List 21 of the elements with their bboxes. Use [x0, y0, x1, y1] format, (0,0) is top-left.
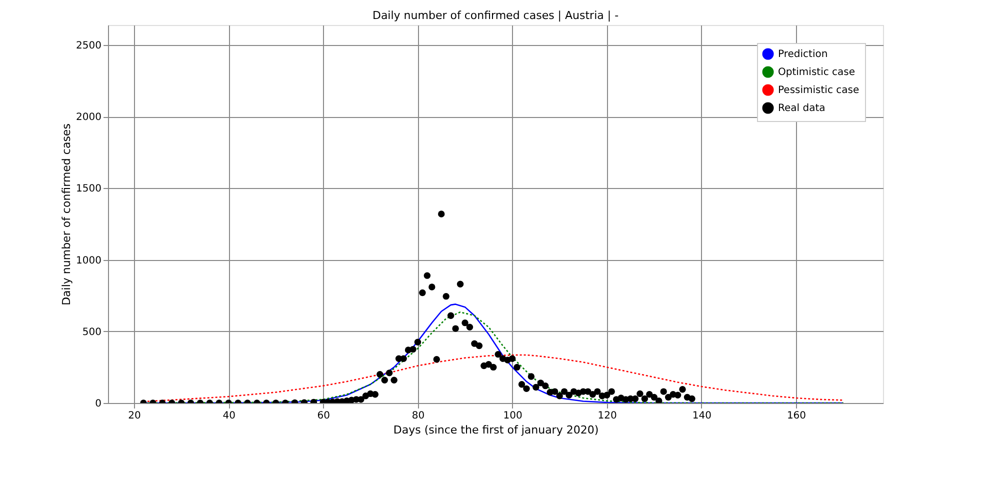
x-tick-label: 20	[128, 410, 141, 422]
x-tick-label: 120	[598, 410, 617, 422]
y-tick-label: 2000	[76, 112, 102, 124]
y-tick-label: 500	[82, 326, 102, 338]
x-tick-label: 80	[412, 410, 425, 422]
y-axis-title: Daily number of confirmed cases	[60, 123, 74, 306]
x-tick-label: 60	[317, 410, 330, 422]
x-tick-label: 140	[692, 410, 712, 422]
legend-label: Pessimistic case	[778, 85, 860, 96]
legend-label: Optimistic case	[778, 67, 856, 78]
y-tick-label: 1500	[76, 184, 102, 195]
x-tick-label: 100	[503, 410, 522, 422]
x-tick-label: 40	[222, 410, 236, 422]
legend-label: Real data	[778, 103, 826, 114]
y-tick-label: 2500	[76, 40, 102, 52]
x-axis-title: Days (since the first of january 2020)	[393, 424, 599, 436]
chart-title: Daily number of confirmed cases | Austria | -	[372, 9, 619, 22]
legend-label: Prediction	[778, 49, 828, 60]
y-tick-label: 1000	[76, 255, 102, 266]
x-tick-label: 160	[786, 410, 806, 422]
y-tick-label: 0	[95, 398, 102, 410]
